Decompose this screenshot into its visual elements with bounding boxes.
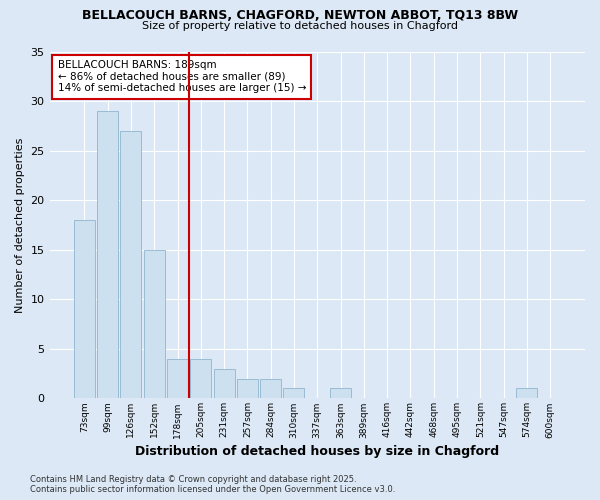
X-axis label: Distribution of detached houses by size in Chagford: Distribution of detached houses by size … [135,444,499,458]
Bar [517,388,538,398]
Bar [260,378,281,398]
Bar [330,388,351,398]
Text: Contains HM Land Registry data © Crown copyright and database right 2025.
Contai: Contains HM Land Registry data © Crown c… [30,474,395,494]
Bar [97,111,118,399]
Bar [237,378,258,398]
Bar [190,359,211,399]
Text: Size of property relative to detached houses in Chagford: Size of property relative to detached ho… [142,21,458,31]
Bar [167,359,188,399]
Bar [144,250,165,398]
Text: BELLACOUCH BARNS, CHAGFORD, NEWTON ABBOT, TQ13 8BW: BELLACOUCH BARNS, CHAGFORD, NEWTON ABBOT… [82,9,518,22]
Bar [74,220,95,398]
Bar [214,368,235,398]
Y-axis label: Number of detached properties: Number of detached properties [15,138,25,312]
Bar [121,131,142,398]
Text: BELLACOUCH BARNS: 189sqm
← 86% of detached houses are smaller (89)
14% of semi-d: BELLACOUCH BARNS: 189sqm ← 86% of detach… [58,60,306,94]
Bar [283,388,304,398]
